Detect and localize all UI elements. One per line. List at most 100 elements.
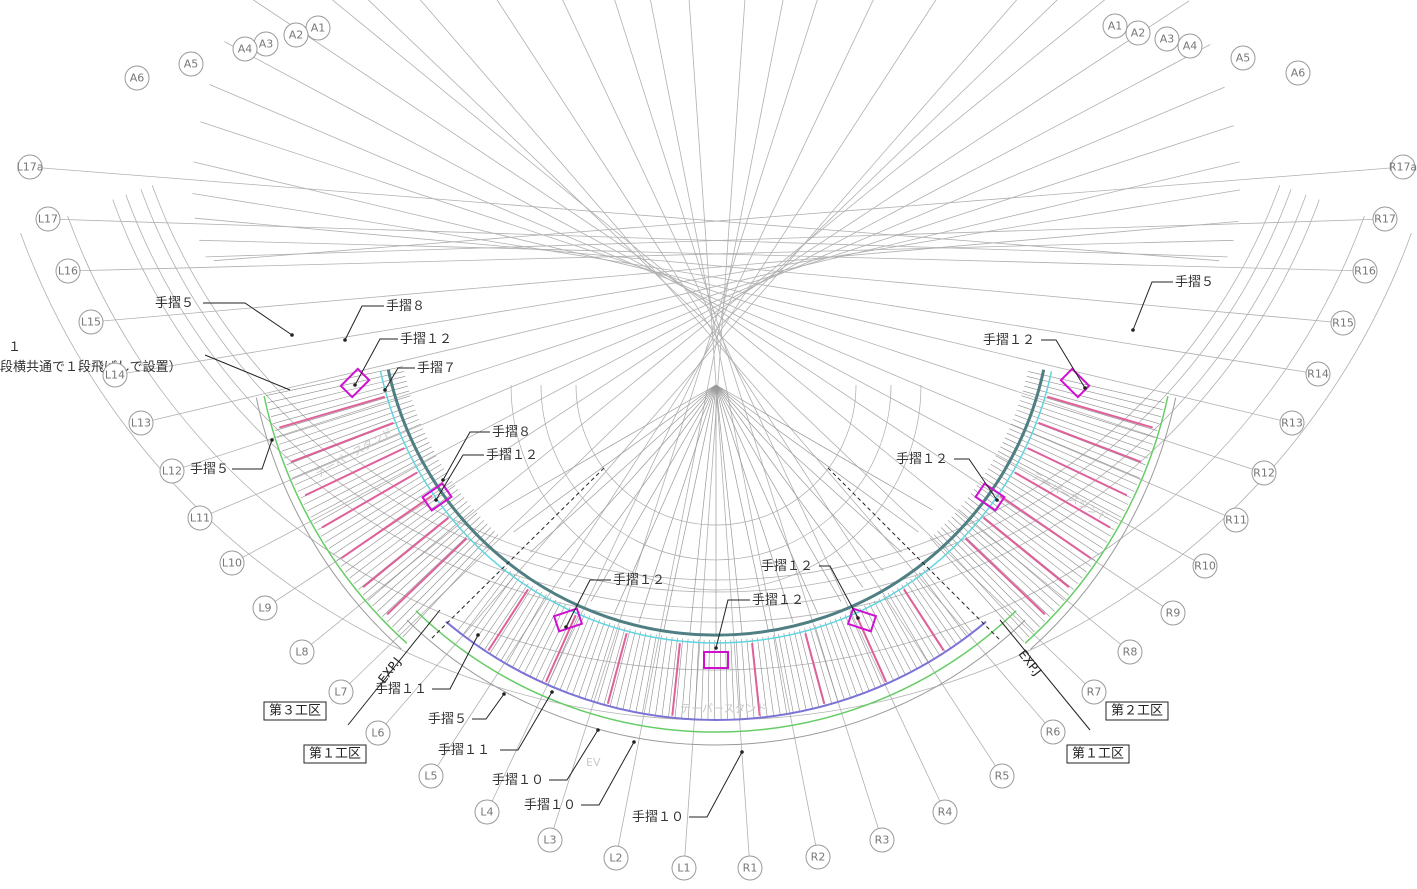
grid-bubble-label: L11 xyxy=(190,512,210,525)
callout-c-r-5: 手摺５ xyxy=(1131,275,1214,332)
stand-step xyxy=(799,629,820,708)
stand-step xyxy=(687,639,694,720)
grid-bubble-label: R13 xyxy=(1281,417,1303,430)
callout-c-l-8a: 手摺８ xyxy=(343,299,425,342)
stand-step xyxy=(578,621,605,697)
zone-1-right-box: 第１工区 xyxy=(1066,744,1130,764)
stand-step xyxy=(773,635,788,715)
stand-outer-green xyxy=(415,610,1017,733)
callout-dot xyxy=(564,625,568,629)
construction-zone-boundaries xyxy=(429,467,1001,641)
arc-bubble-label: A3 xyxy=(259,38,274,51)
stand-step xyxy=(814,625,839,702)
callout-c-r-12a: 手摺１２ xyxy=(983,333,1087,390)
stand-step xyxy=(873,600,912,673)
grid-line-r17-right xyxy=(205,218,1386,258)
grid-bubble-label: R6 xyxy=(1046,726,1061,739)
exp-joint-labels: EXP.J EXP.J xyxy=(375,647,1044,686)
handrail-box xyxy=(552,607,584,633)
grid-bubble-l3-left: L3 xyxy=(537,827,563,853)
callout-leader xyxy=(819,565,859,619)
stand-step xyxy=(559,615,590,691)
fan-line xyxy=(499,384,717,511)
grid-bubble-l13-left: L13 xyxy=(128,410,154,436)
ev-label: EV xyxy=(586,756,601,769)
fan-arc xyxy=(575,384,857,526)
callout-leader xyxy=(344,305,384,341)
callout-c-l-8b: 手摺８ xyxy=(441,425,531,482)
grid-line-r9-right xyxy=(252,0,1174,614)
stand-step xyxy=(523,602,561,674)
fan-line xyxy=(715,384,743,634)
grid-bubble-l6-left: L6 xyxy=(365,720,391,746)
grid-bubble-l12-left: L12 xyxy=(159,458,185,484)
callout-leader xyxy=(203,302,293,336)
callout-label: 手摺８ xyxy=(386,299,425,314)
callout-label: 手摺５ xyxy=(428,712,467,727)
stand-step xyxy=(269,376,406,410)
stand-step xyxy=(905,581,952,649)
callout-label: 手摺１２ xyxy=(752,593,804,608)
grid-bubble-label: R1 xyxy=(743,862,758,875)
grid-bubble-r7-right: R7 xyxy=(1081,679,1107,705)
stand-step xyxy=(694,639,700,720)
arc-bubble-a1-right: A1 xyxy=(1102,13,1128,39)
stand-step xyxy=(661,637,673,717)
row-railing xyxy=(1027,447,1128,497)
row-railing xyxy=(304,447,405,497)
fan-line xyxy=(513,384,717,533)
callout-leader xyxy=(549,729,599,781)
zone-boundary-left xyxy=(429,467,605,641)
arc-bubble-label: A5 xyxy=(1236,52,1251,65)
grid-bubble-label: L2 xyxy=(609,852,622,865)
grid-bubble-label: R9 xyxy=(1166,607,1181,620)
stand-step xyxy=(590,624,616,702)
grid-bubble-l17-left: L17 xyxy=(35,206,61,232)
handrail-box xyxy=(1059,367,1091,399)
callout-leader xyxy=(435,454,484,501)
stand-step xyxy=(725,639,728,720)
fan-line xyxy=(613,384,717,614)
arc-bubble-a2-right: A2 xyxy=(1125,20,1151,46)
grid-line-r14-right xyxy=(192,193,1319,375)
callout-label: 手摺５ xyxy=(155,296,194,311)
grid-line-l6-left xyxy=(377,0,1018,734)
callout-c-l-12b: 手摺１２ xyxy=(434,448,538,502)
callout-c-l-10a: 手摺１０ xyxy=(492,728,600,788)
fan-line xyxy=(715,384,884,572)
stand-step xyxy=(1026,376,1163,410)
callout-dot xyxy=(476,633,480,637)
callout-c-c-12a: 手摺１２ xyxy=(564,573,665,629)
grid-line-r12-right xyxy=(200,121,1265,474)
arc-bubble-label: A1 xyxy=(1108,20,1123,33)
grid-bubble-label: R2 xyxy=(811,851,826,864)
grid-bubble-r6-right: R6 xyxy=(1040,719,1066,745)
stand-step xyxy=(947,520,1050,617)
fan-line xyxy=(715,384,864,588)
arc-bubble-a5-right: A5 xyxy=(1230,45,1256,71)
grid-line-r2-right xyxy=(650,0,819,858)
grid-bubble-label: L9 xyxy=(258,602,271,615)
callout-leader xyxy=(581,741,635,806)
zone-3-box: 第３工区 xyxy=(263,701,327,721)
stand-step xyxy=(735,639,742,720)
fan-arc xyxy=(540,384,892,561)
grid-bubble-label: R10 xyxy=(1194,560,1216,573)
grid-bubble-label: R14 xyxy=(1307,368,1329,381)
callout-label: 手摺１１ xyxy=(438,743,490,758)
zone-1-left-label: 第１工区 xyxy=(309,747,361,762)
grid-line-r5-right xyxy=(496,0,1003,777)
stand-step xyxy=(707,639,710,720)
handrail-box xyxy=(974,482,1006,512)
zone-1-right-label: 第１工区 xyxy=(1072,747,1124,762)
callout-label: 手摺１０ xyxy=(524,798,576,813)
stand-step xyxy=(824,622,851,698)
stand-step xyxy=(535,606,571,680)
fan-line xyxy=(715,384,919,533)
grid-bubble-l8-left: L8 xyxy=(289,639,315,665)
arc-bubble-label: A3 xyxy=(1160,33,1175,46)
callout-dot xyxy=(353,383,357,387)
row-railing xyxy=(1046,395,1153,429)
grid-bubble-r9-right: R9 xyxy=(1160,600,1186,626)
aisle-railing xyxy=(606,632,628,705)
